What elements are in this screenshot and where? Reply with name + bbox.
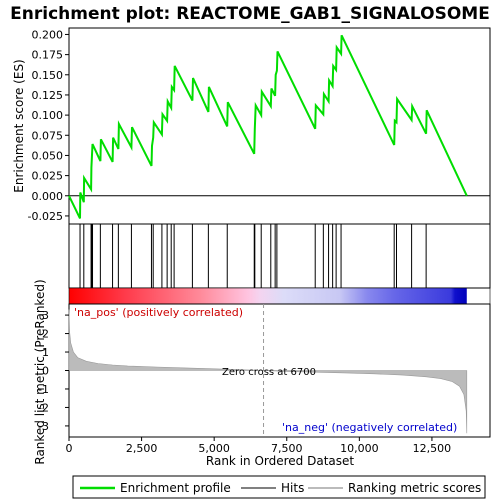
rank-y-tick-label: -1 [38,383,49,396]
x-tick-label: 10,000 [340,442,379,455]
x-tick-label: 0 [66,442,73,455]
rank-y-tick-label: 2 [42,328,49,341]
es-y-tick-label: 0.125 [32,89,64,102]
es-y-tick-label: 0.050 [32,149,64,162]
es-y-ticks: 0.200 0.175 0.150 0.125 0.100 0.075 0.050 0.025… [28,28,69,223]
rank-y-tick-label: 1 [42,346,49,359]
es-y-tick-label: 0.025 [32,170,64,183]
hits-panel [68,223,491,289]
chart-title: Enrichment plot: REACTOME_GAB1_SIGNALOSO… [10,4,490,24]
x-tick-label: 2,500 [126,442,158,455]
legend-ranking-label: Ranking metric scores [348,481,481,495]
legend-hits-label: Hits [281,481,304,495]
es-y-tick-label: 0.075 [32,129,64,142]
ranking-heat-bar [69,288,467,304]
legend: Enrichment profile Hits Ranking metric s… [72,475,486,499]
enrichment-profile-line [68,34,468,219]
rank-y-ticks: 3 2 1 0 -1 -2 -3 [38,309,69,433]
rank-y-tick-label: -2 [38,401,49,414]
hits-panel-frame [68,223,491,289]
es-y-tick-label: -0.025 [28,210,63,223]
es-y-tick-label: 0.150 [32,69,64,82]
pos-correlated-label: 'na_pos' (positively correlated) [74,306,243,319]
rank-y-tick-label: 0 [42,365,49,378]
rank-y-axis-label: Ranked list metric (PreRanked) [33,279,47,464]
es-y-axis-label: Enrichment score (ES) [12,59,26,192]
x-tick-label: 7,500 [271,442,303,455]
es-y-tick-label: 0.200 [32,28,64,41]
x-tick-label: 12,500 [413,442,452,455]
es-y-tick-label: 0.000 [32,190,64,203]
es-y-tick-label: 0.100 [32,109,64,122]
x-axis-label: Rank in Ordered Dataset [206,454,354,468]
legend-enrichment-label: Enrichment profile [120,481,231,495]
rank-y-tick-label: -3 [38,420,49,433]
legend-frame [72,475,486,499]
rank-y-tick-label: 3 [42,309,49,322]
neg-correlated-label: 'na_neg' (negatively correlated) [282,421,457,434]
es-panel: 0.200 0.175 0.150 0.125 0.100 0.075 0.050 0.025… [12,27,491,225]
x-ticks: 0 2,500 5,000 7,500 10,000 12,500 [66,437,452,455]
es-panel-frame [68,27,491,225]
es-y-tick-label: 0.175 [32,49,64,62]
x-tick-label: 5,000 [198,442,230,455]
zero-cross-label: Zero cross at 6700 [222,367,316,378]
hit-lines [79,224,427,288]
